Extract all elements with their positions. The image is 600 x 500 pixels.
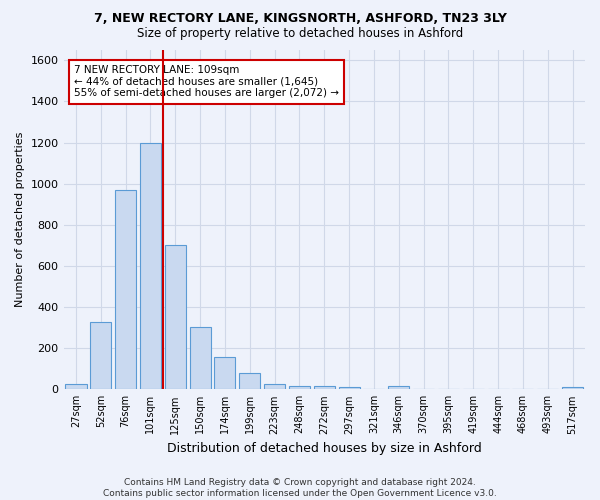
- Text: 7 NEW RECTORY LANE: 109sqm
← 44% of detached houses are smaller (1,645)
55% of s: 7 NEW RECTORY LANE: 109sqm ← 44% of deta…: [74, 66, 339, 98]
- Text: Contains HM Land Registry data © Crown copyright and database right 2024.
Contai: Contains HM Land Registry data © Crown c…: [103, 478, 497, 498]
- X-axis label: Distribution of detached houses by size in Ashford: Distribution of detached houses by size …: [167, 442, 482, 455]
- Bar: [115, 190, 136, 390]
- Bar: [239, 373, 260, 390]
- Text: 7, NEW RECTORY LANE, KINGSNORTH, ASHFORD, TN23 3LY: 7, NEW RECTORY LANE, KINGSNORTH, ASHFORD…: [94, 12, 506, 26]
- Bar: [314, 386, 335, 390]
- Bar: [338, 387, 359, 390]
- Text: Size of property relative to detached houses in Ashford: Size of property relative to detached ho…: [137, 28, 463, 40]
- Bar: [65, 384, 86, 390]
- Bar: [388, 386, 409, 390]
- Bar: [289, 386, 310, 390]
- Bar: [562, 387, 583, 390]
- Bar: [140, 142, 161, 390]
- Bar: [165, 246, 186, 390]
- Bar: [90, 322, 112, 390]
- Y-axis label: Number of detached properties: Number of detached properties: [15, 132, 25, 308]
- Bar: [264, 384, 285, 390]
- Bar: [190, 326, 211, 390]
- Bar: [214, 358, 235, 390]
